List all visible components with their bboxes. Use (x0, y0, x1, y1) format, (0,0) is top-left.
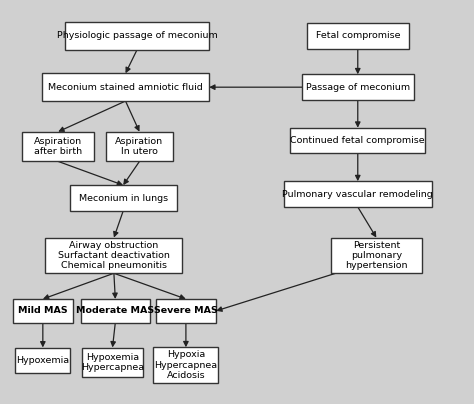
Text: Persistent
pulmonary
hypertension: Persistent pulmonary hypertension (345, 240, 408, 270)
Text: Pulmonary vascular remodeling: Pulmonary vascular remodeling (283, 189, 433, 199)
Text: Hypoxemia: Hypoxemia (16, 356, 69, 365)
FancyBboxPatch shape (291, 128, 425, 154)
FancyBboxPatch shape (155, 299, 216, 323)
FancyBboxPatch shape (284, 181, 432, 207)
FancyBboxPatch shape (154, 347, 219, 383)
FancyBboxPatch shape (42, 74, 209, 101)
FancyBboxPatch shape (65, 22, 209, 50)
FancyBboxPatch shape (302, 74, 413, 100)
FancyBboxPatch shape (82, 347, 143, 377)
Text: Meconium in lungs: Meconium in lungs (79, 194, 168, 202)
FancyBboxPatch shape (331, 238, 422, 273)
FancyBboxPatch shape (307, 23, 409, 48)
Text: Severe MAS: Severe MAS (154, 306, 218, 316)
Text: Aspiration
In utero: Aspiration In utero (115, 137, 164, 156)
Text: Fetal compromise: Fetal compromise (316, 31, 400, 40)
FancyBboxPatch shape (81, 299, 150, 323)
FancyBboxPatch shape (70, 185, 177, 211)
Text: Hypoxia
Hypercapnea
Acidosis: Hypoxia Hypercapnea Acidosis (155, 350, 218, 380)
FancyBboxPatch shape (46, 238, 182, 273)
FancyBboxPatch shape (22, 132, 94, 162)
Text: Aspiration
after birth: Aspiration after birth (34, 137, 82, 156)
Text: Moderate MAS: Moderate MAS (76, 306, 155, 316)
FancyBboxPatch shape (16, 347, 70, 373)
FancyBboxPatch shape (13, 299, 73, 323)
Text: Meconium stained amniotic fluid: Meconium stained amniotic fluid (48, 83, 203, 92)
Text: Mild MAS: Mild MAS (18, 306, 68, 316)
Text: Continued fetal compromise: Continued fetal compromise (291, 136, 425, 145)
Text: Hypoxemia
Hypercapnea: Hypoxemia Hypercapnea (81, 353, 144, 372)
FancyBboxPatch shape (106, 132, 173, 162)
Text: Physiologic passage of meconium: Physiologic passage of meconium (57, 31, 218, 40)
Text: Passage of meconium: Passage of meconium (306, 83, 410, 92)
Text: Airway obstruction
Surfactant deactivation
Chemical pneumonitis: Airway obstruction Surfactant deactivati… (58, 240, 170, 270)
